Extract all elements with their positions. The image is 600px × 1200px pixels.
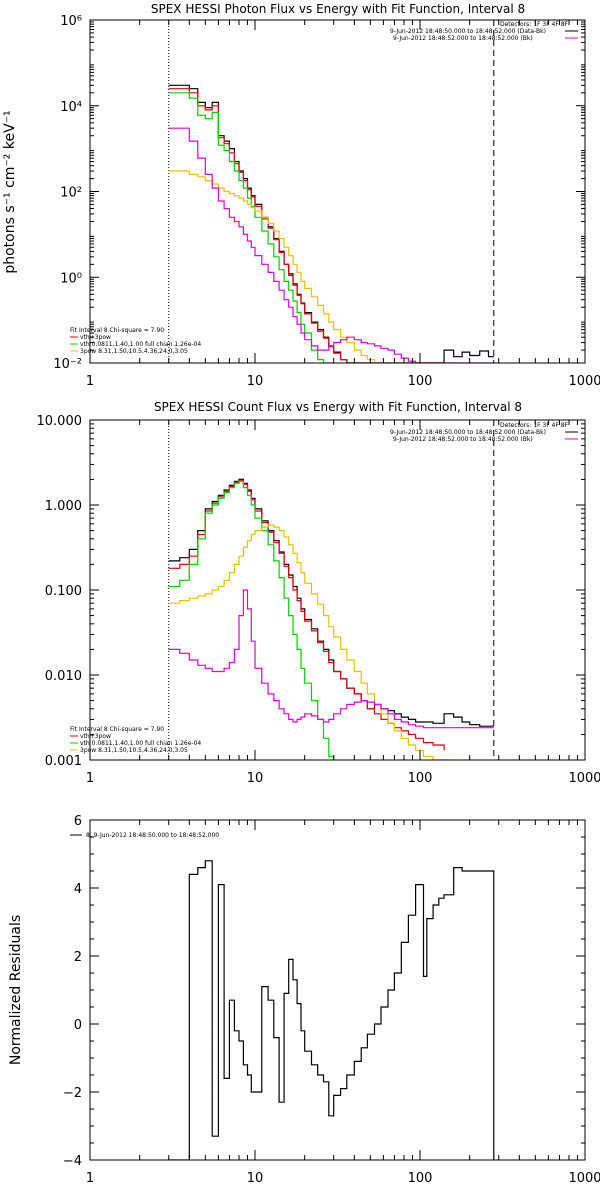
- count-legend-line: vth+3pow: [80, 733, 111, 740]
- photon-series-line: [168, 84, 494, 363]
- y-tick-label: 10⁻²: [53, 357, 82, 372]
- photon-header-line: 9-Jun-2012 18:48:52.000 to 18:48:52.000 …: [393, 35, 533, 42]
- y-tick-label: 10²: [60, 186, 82, 201]
- resid-series-group: [168, 860, 495, 1160]
- y-tick-label: −2: [63, 1086, 82, 1101]
- resid-series-line: [168, 860, 495, 1160]
- y-tick-label: 2: [74, 950, 82, 965]
- count-legend-line: 3pow 8.31,1.50,10.5,4.36,24.0,3.05: [80, 747, 188, 754]
- photon-series-line: [168, 170, 454, 363]
- residuals-legend-label: 8, 9-Jun-2012 18:48:50.000 to 18:48:52.0…: [86, 832, 219, 839]
- y-tick-label: 0: [74, 1018, 82, 1033]
- photon-series-line: [168, 88, 445, 363]
- y-tick-label: −4: [63, 1154, 82, 1169]
- resid-plot-frame: [89, 819, 586, 1161]
- count-series-line: [168, 479, 445, 751]
- count-header-line: 9-Jun-2012 18:48:50.000 to 18:48:52.000 …: [390, 429, 546, 436]
- count-series-line: [168, 480, 335, 760]
- count-header-line: 9-Jun-2012 18:48:52.000 to 18:48:52.000 …: [393, 436, 533, 443]
- residuals-y-axis-label: Normalized Residuals: [8, 915, 24, 1065]
- count-detectors-legend: Detectors: 1F 3F 4F 8F 9-Jun-2012 18:48:…: [390, 422, 569, 443]
- photon-legend-line: 3pow 8.31,1.50,10.5,4.36,24.0,3.05: [80, 348, 188, 355]
- count-series-group: [168, 478, 494, 760]
- photon-legend-line: vth+3pow: [80, 334, 111, 341]
- count-series-line: [168, 589, 494, 729]
- count-header-line: Detectors: 1F 3F 4F 8F: [500, 422, 569, 429]
- x-tick-label: 100: [408, 771, 433, 786]
- x-tick-label: 1000: [568, 1171, 600, 1186]
- photon-fit-legend: Fit Interval 8 Chi-square = 7.90 vth+3po…: [70, 327, 201, 355]
- photon-header-line: 9-Jun-2012 18:48:50.000 to 18:48:52.000 …: [390, 28, 546, 35]
- photon-y-axis-label: photons s⁻¹ cm⁻² keV⁻¹: [2, 110, 18, 273]
- count-legend-line: Fit Interval 8 Chi-square = 7.90: [70, 726, 164, 733]
- photon-flux-panel: SPEX HESSI Photon Flux vs Energy with Fi…: [2, 2, 600, 389]
- residuals-panel: Normalized Residuals 8, 9-Jun-2012 18:48…: [8, 814, 600, 1186]
- y-tick-label: 10⁴: [60, 100, 82, 115]
- x-tick-label: 10: [247, 374, 264, 389]
- y-tick-label: 10.000: [37, 414, 83, 429]
- x-tick-label: 1: [86, 1171, 94, 1186]
- x-tick-label: 1: [86, 771, 94, 786]
- y-tick-label: 10⁶: [60, 14, 82, 29]
- photon-series-line: [168, 127, 494, 363]
- y-tick-label: 10⁰: [60, 271, 82, 286]
- x-tick-label: 1000: [568, 374, 600, 389]
- x-tick-label: 10: [247, 1171, 264, 1186]
- x-tick-label: 100: [408, 1171, 433, 1186]
- count-fit-legend: Fit Interval 8 Chi-square = 7.90 vth+3po…: [70, 726, 201, 754]
- x-tick-label: 1: [86, 374, 94, 389]
- photon-chart-title: SPEX HESSI Photon Flux vs Energy with Fi…: [151, 2, 525, 16]
- y-tick-label: 0.010: [45, 669, 82, 684]
- photon-detectors-legend: Detectors: 1F 3F 4F 8F 9-Jun-2012 18:48:…: [390, 21, 569, 42]
- photon-legend-line: vth 0.0811,1.40,1.00 full chian 1.26e-04: [80, 341, 201, 348]
- y-tick-label: 0.001: [45, 754, 82, 769]
- x-tick-label: 1000: [568, 771, 600, 786]
- photon-series-line: [168, 92, 334, 363]
- count-plot-frame: [89, 419, 586, 761]
- photon-header-line: Detectors: 1F 3F 4F 8F: [500, 21, 569, 28]
- photon-series-group: [168, 84, 494, 363]
- x-tick-label: 100: [408, 374, 433, 389]
- count-legend-line: vth 0.0811,1.40,1.00 full chian 1.26e-04: [80, 740, 201, 747]
- y-tick-label: 4: [74, 882, 82, 897]
- count-chart-title: SPEX HESSI Count Flux vs Energy with Fit…: [154, 400, 522, 414]
- x-tick-label: 10: [247, 771, 264, 786]
- count-flux-panel: SPEX HESSI Count Flux vs Energy with Fit…: [37, 400, 600, 786]
- count-series-line: [168, 524, 454, 760]
- y-tick-label: 0.100: [45, 584, 82, 599]
- y-tick-label: 1.000: [45, 499, 82, 514]
- count-series-line: [168, 478, 494, 727]
- photon-legend-line: Fit Interval 8 Chi-square = 7.90: [70, 327, 164, 334]
- photon-plot-frame: [89, 19, 586, 364]
- y-tick-label: 6: [74, 814, 82, 829]
